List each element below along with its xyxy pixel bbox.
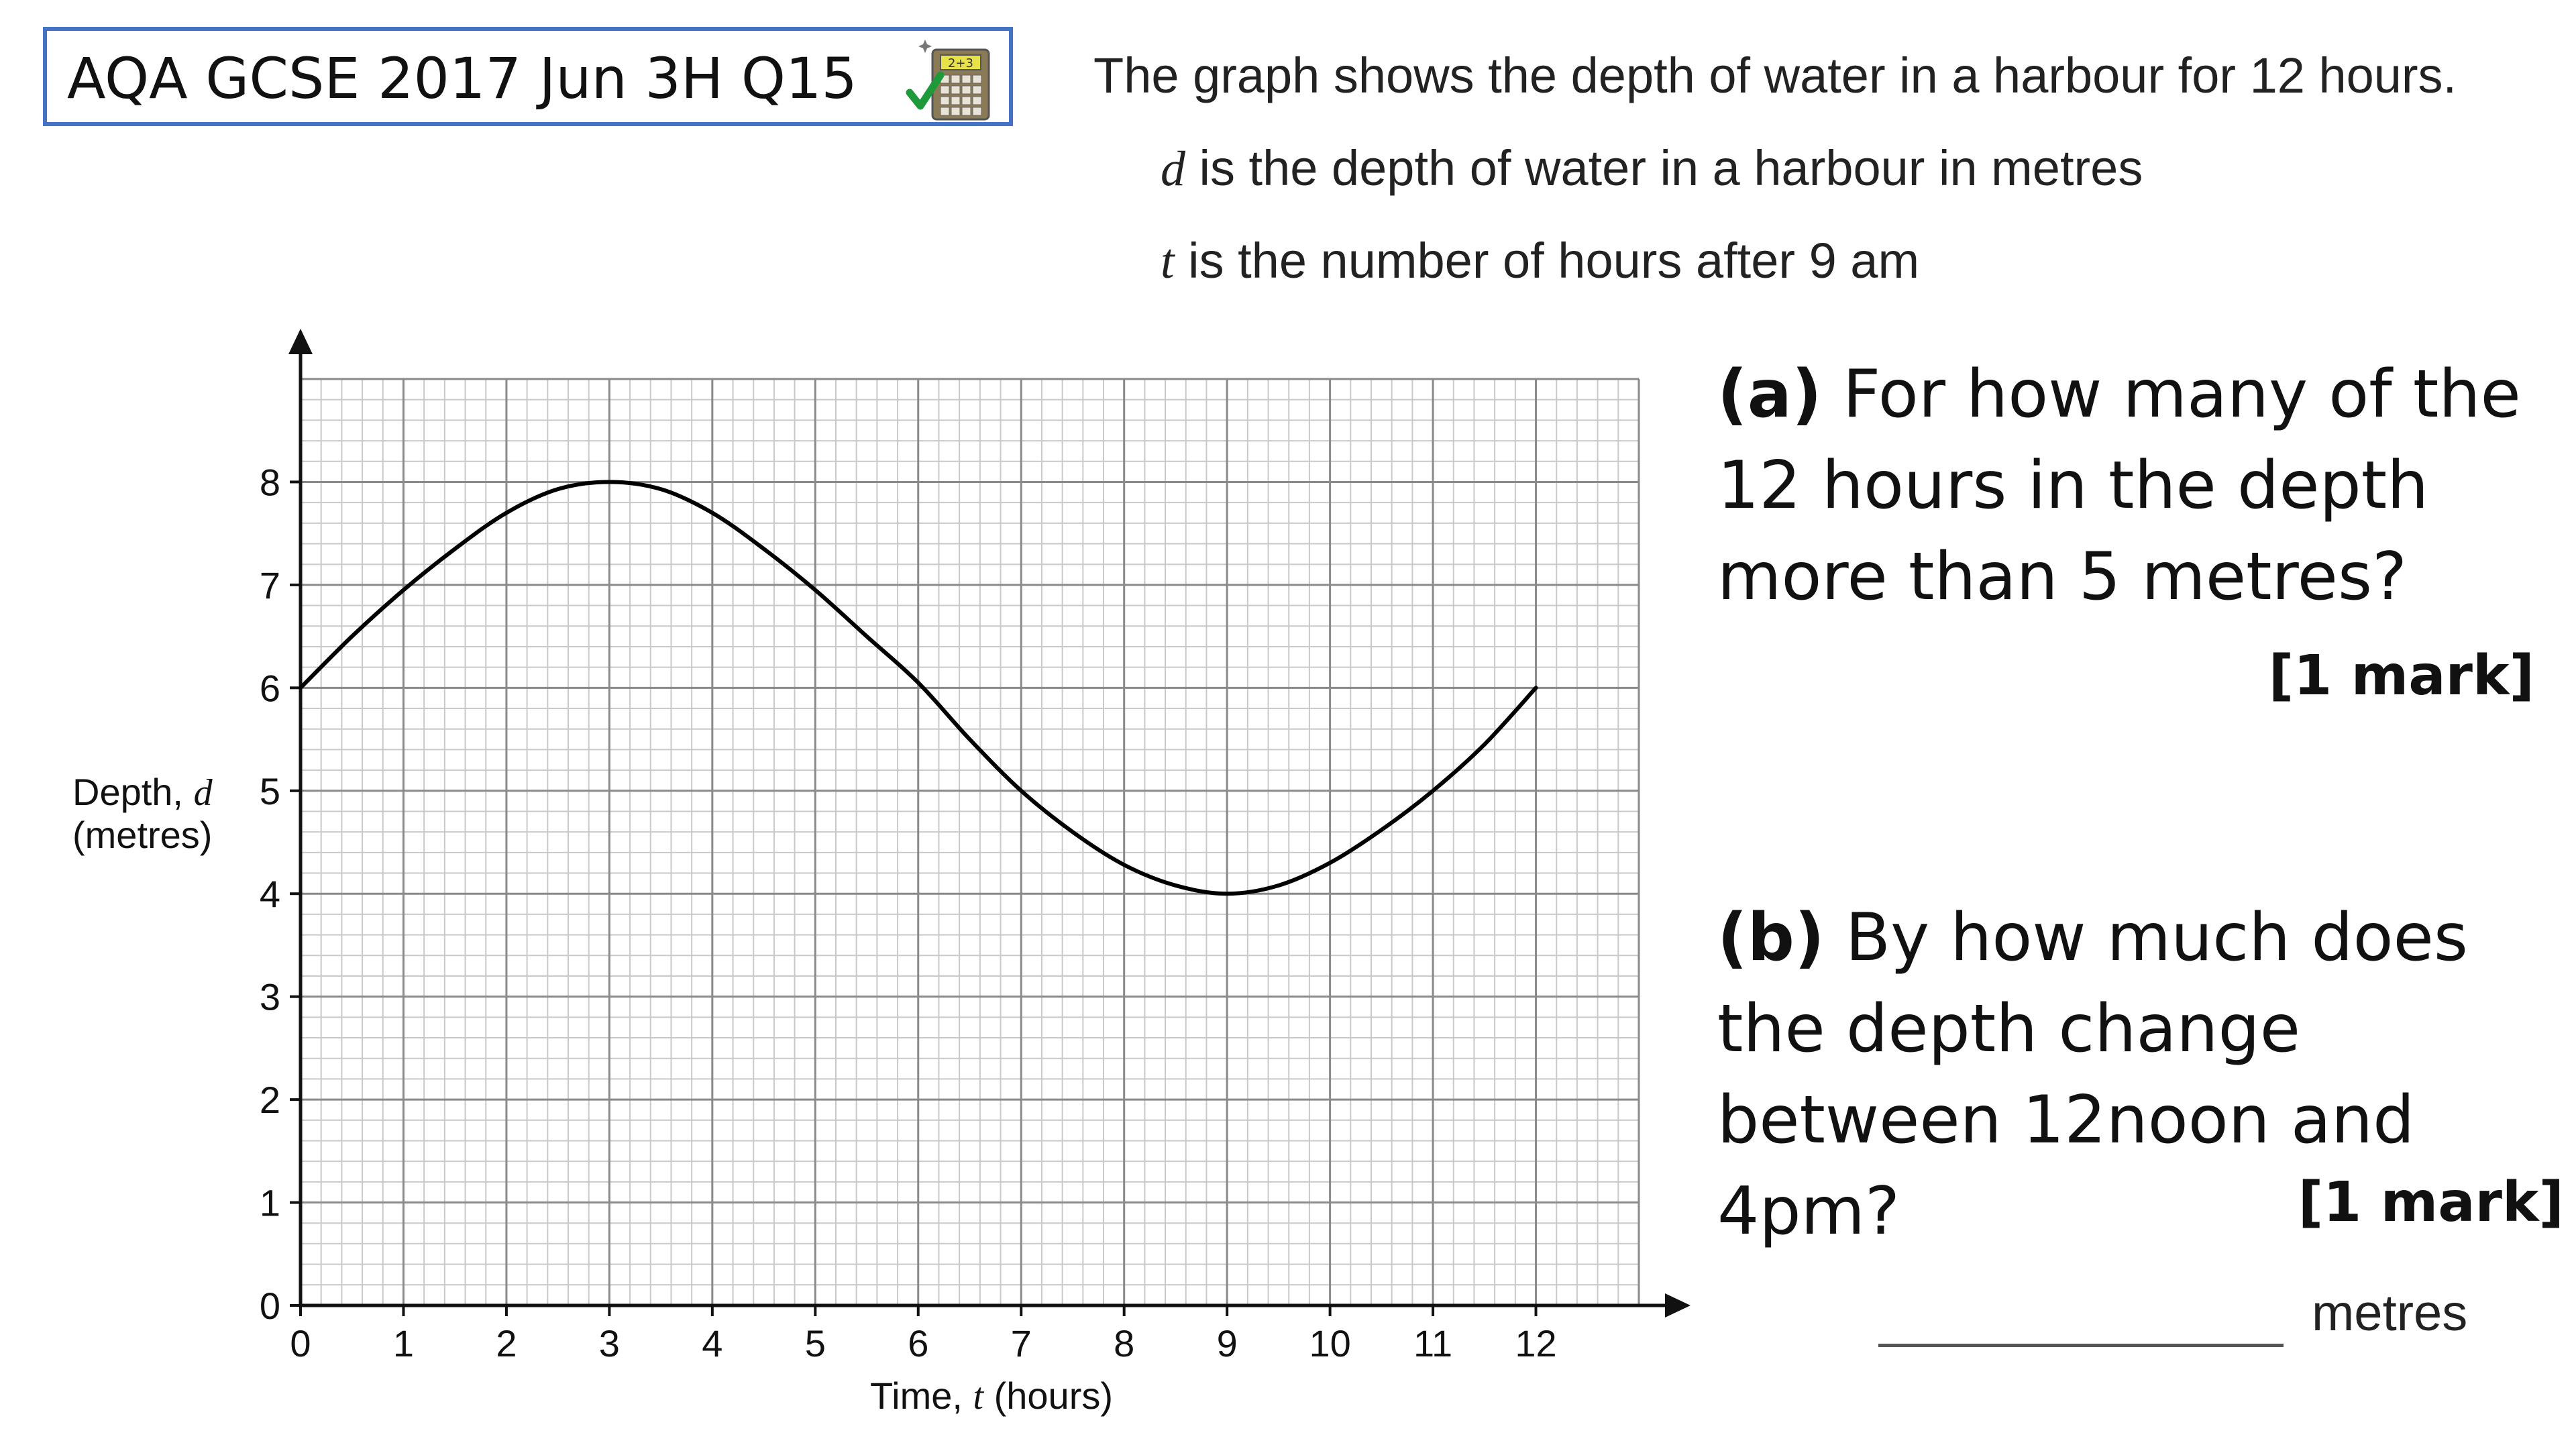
x-tick-label: 6: [908, 1322, 928, 1364]
question-a: (a) For how many of the 12 hours in the …: [1717, 349, 2563, 623]
axes: [288, 329, 1690, 1318]
y-tick-label: 5: [260, 770, 280, 812]
intro-line-3: t is the number of hours after 9 am: [1161, 233, 1920, 289]
variable-d: d: [1161, 142, 1185, 197]
question-a-marks: [1 mark]: [2268, 644, 2534, 708]
calculator-allowed-icon: 2+3: [906, 40, 990, 121]
x-tick-label: 0: [290, 1322, 311, 1364]
major-grid: [299, 378, 1640, 1307]
y-tick-label: 2: [260, 1079, 280, 1121]
x-tick-label: 8: [1114, 1322, 1134, 1364]
variable-t: t: [1161, 234, 1175, 289]
y-tick-label: 4: [260, 873, 280, 915]
question-reference-box: AQA GCSE 2017 Jun 3H Q15 2+3: [43, 27, 1013, 126]
y-tick-label: 6: [260, 667, 280, 709]
answer-units-b: metres: [2312, 1285, 2468, 1342]
x-axis-arrow: [1665, 1293, 1690, 1318]
series: [299, 480, 1538, 896]
x-tick-label: 3: [599, 1322, 620, 1364]
x-tick-label: 1: [393, 1322, 414, 1364]
y-axis-label-line-2: (metres): [72, 814, 212, 856]
intro-line-2: d is the depth of water in a harbour in …: [1161, 140, 2143, 197]
x-tick-label: 5: [805, 1322, 826, 1364]
x-tick-label: 2: [496, 1322, 517, 1364]
y-tick-label: 0: [260, 1285, 280, 1327]
question-b-marks: [1 mark]: [2298, 1171, 2564, 1234]
question-a-label: (a): [1717, 356, 1822, 433]
intro-line-1: The graph shows the depth of water in a …: [1093, 48, 2457, 103]
y-tick-label: 1: [260, 1182, 280, 1224]
y-tick-label: 8: [260, 461, 280, 503]
question-b-text: By how much does the depth change betwee…: [1717, 900, 2468, 1250]
x-tick-labels: 0 1 2 3 4 5 6 7 8 9 10 11 12: [290, 1305, 1557, 1364]
y-axis-label-line-1: Depth, d: [72, 771, 213, 814]
minor-grid: [301, 379, 1639, 1305]
x-tick-label: 4: [702, 1322, 722, 1364]
y-axis-arrow: [288, 329, 313, 354]
y-tick-label: 3: [260, 976, 280, 1018]
y-tick-labels: 0 1 2 3 4 5 6 7 8: [260, 461, 301, 1327]
x-tick-label: 10: [1309, 1322, 1350, 1364]
calculator-display-text: 2+3: [948, 56, 973, 70]
question-a-text: For how many of the 12 hours in the dept…: [1717, 356, 2521, 615]
question-b: (b) By how much does the depth change be…: [1717, 892, 2563, 1257]
y-tick-label: 7: [260, 564, 280, 606]
question-reference-title: AQA GCSE 2017 Jun 3H Q15: [67, 46, 857, 111]
x-tick-label: 12: [1515, 1322, 1556, 1364]
x-axis-label: Time, t (hours): [870, 1375, 1113, 1417]
answer-line-b[interactable]: [1878, 1344, 2284, 1347]
question-b-label: (b): [1717, 900, 1825, 976]
x-tick-label: 7: [1011, 1322, 1032, 1364]
depth-curve: [299, 480, 1538, 896]
x-tick-label: 9: [1217, 1322, 1238, 1364]
x-tick-label: 11: [1413, 1322, 1452, 1364]
